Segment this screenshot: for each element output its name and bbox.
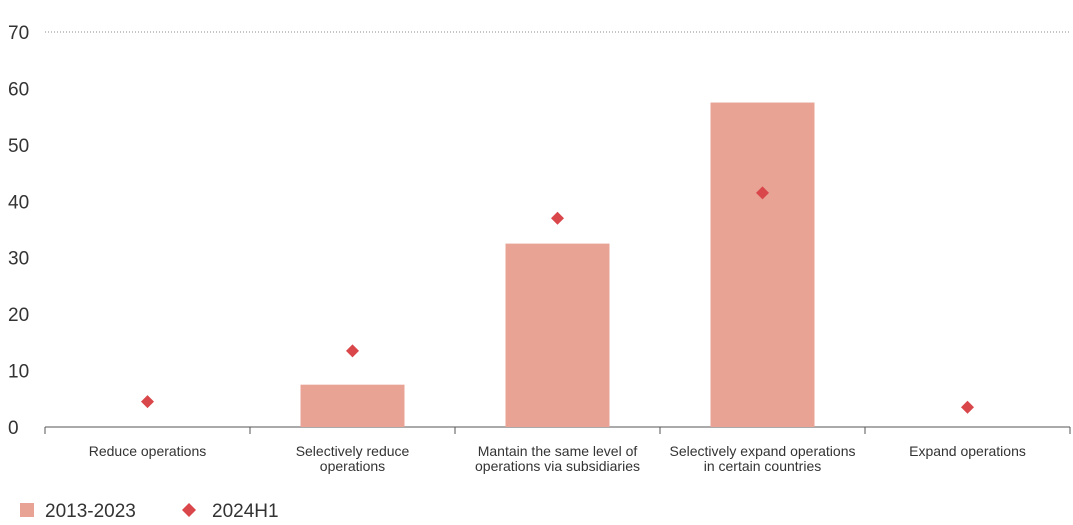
diamond-marker [756, 186, 769, 200]
x-category-label: Selectively reduce operations [296, 443, 410, 474]
diamond-marker [141, 395, 154, 409]
x-category-label: Expand operations [909, 443, 1026, 459]
marker-series [141, 186, 974, 414]
x-category-label: Reduce operations [89, 443, 207, 459]
y-tick-label: 0 [8, 418, 19, 439]
legend-label-bar: 2013-2023 [45, 501, 136, 522]
y-tick-label: 10 [8, 362, 29, 383]
y-tick-label: 70 [8, 23, 29, 44]
legend-label-marker: 2024H1 [212, 501, 279, 522]
legend-swatch-bar [20, 503, 34, 517]
y-tick-label: 40 [8, 192, 29, 213]
bar [710, 102, 815, 428]
diamond-marker [346, 344, 359, 358]
bar [300, 384, 405, 427]
x-axis-ticks [44, 427, 1071, 434]
x-axis-labels: Reduce operations Selectively reduce opera… [89, 443, 1026, 474]
legend: 2013-2023 2024H1 [20, 501, 279, 522]
bar [505, 243, 610, 427]
y-tick-label: 20 [8, 305, 29, 326]
y-tick-label: 30 [8, 249, 29, 270]
y-tick-label: 50 [8, 136, 29, 157]
x-category-label: Mantain the same level of operations via … [475, 443, 640, 474]
legend-swatch-diamond [182, 503, 196, 517]
y-axis: 0 10 20 30 40 50 60 70 [8, 23, 29, 439]
plot-area [44, 31, 1071, 434]
bar-series [300, 102, 815, 428]
y-tick-label: 60 [8, 79, 29, 100]
x-category-label: Selectively expand operations in certain … [669, 443, 855, 474]
diamond-marker [961, 400, 974, 414]
diamond-marker [551, 211, 564, 225]
